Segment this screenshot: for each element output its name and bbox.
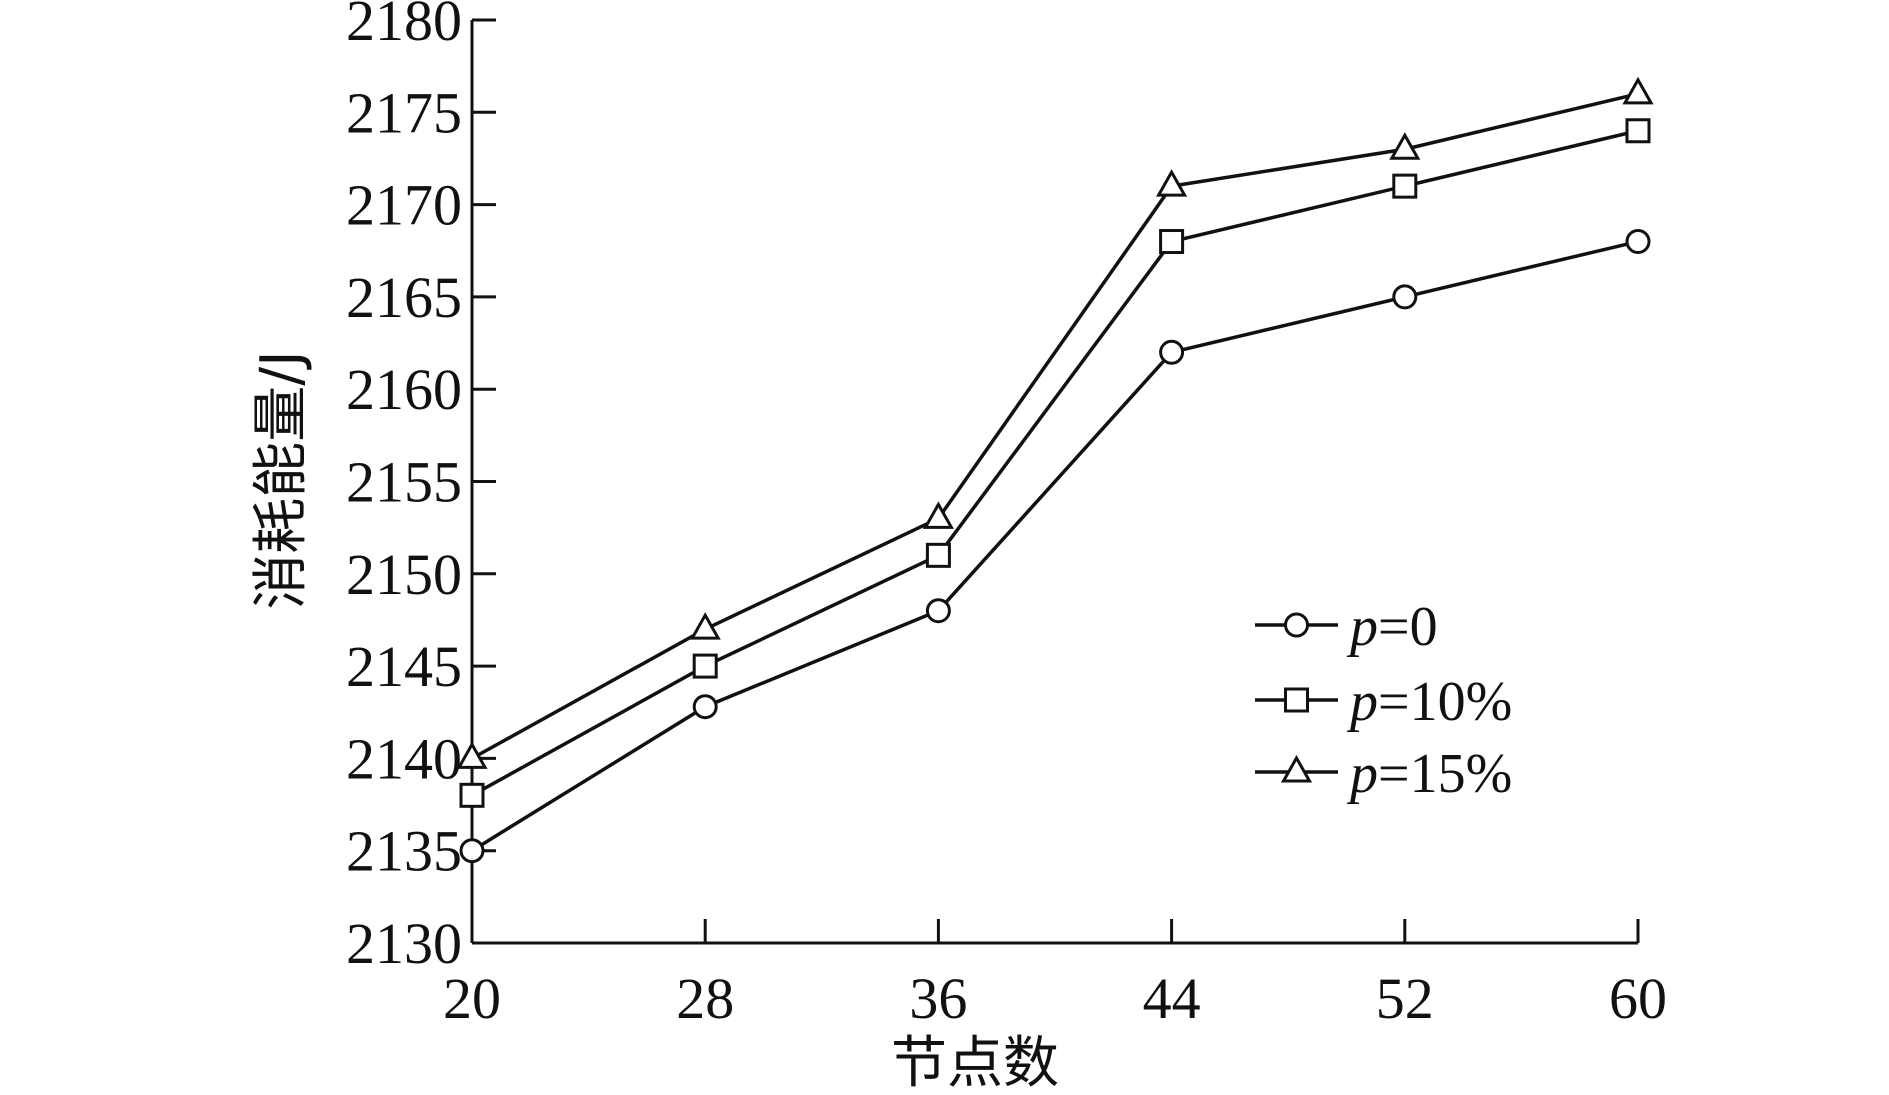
triangle-marker xyxy=(689,612,721,640)
circle-marker xyxy=(1625,229,1651,255)
y-tick-label: 2165 xyxy=(346,265,462,330)
series-line xyxy=(471,129,1639,797)
y-tick-label: 2135 xyxy=(346,819,462,884)
y-tick-label: 2160 xyxy=(346,357,462,422)
y-tick-label: 2175 xyxy=(346,80,462,145)
square-marker xyxy=(1159,229,1185,255)
legend-item: p=10% xyxy=(1255,671,1512,733)
circle-marker xyxy=(692,694,718,720)
legend-label-value: =0 xyxy=(1378,596,1438,658)
y-tick-label: 2180 xyxy=(346,0,462,53)
circle-marker xyxy=(1159,339,1185,365)
series-triangle xyxy=(456,76,1654,769)
x-tick-label: 44 xyxy=(1143,966,1201,1031)
y-tick-label: 2145 xyxy=(346,634,462,699)
y-tick-label: 2130 xyxy=(346,911,462,976)
triangle-marker xyxy=(1156,169,1188,197)
x-tick-label: 28 xyxy=(676,966,734,1031)
x-tick-label: 36 xyxy=(909,966,967,1031)
series-group xyxy=(456,76,1654,864)
square-marker xyxy=(692,653,718,679)
y-tick-label: 2140 xyxy=(346,726,462,791)
y-tick-label: 2155 xyxy=(346,450,462,515)
series-circle xyxy=(459,229,1651,864)
x-tick-label: 52 xyxy=(1376,966,1434,1031)
series-line xyxy=(471,239,1639,853)
square-marker xyxy=(459,782,485,808)
legend-label: p=15% xyxy=(1346,743,1512,805)
y-axis-title: 消耗能量/J xyxy=(249,350,314,609)
legend: p=0p=10%p=15% xyxy=(1255,596,1512,805)
legend-item: p=0 xyxy=(1255,596,1438,658)
triangle-marker xyxy=(1280,754,1313,783)
triangle-marker xyxy=(922,501,954,529)
x-axis-title: 节点数 xyxy=(891,1031,1059,1095)
triangle-marker xyxy=(456,741,488,769)
y-ticks: 2130 2135 2140 2145 2150 2155 2160 2165 2170 2175… xyxy=(346,0,496,976)
legend-item: p=15% xyxy=(1255,743,1512,805)
x-tick-label: 60 xyxy=(1609,966,1667,1031)
circle-marker xyxy=(1284,612,1309,638)
triangle-marker xyxy=(1389,132,1421,160)
x-tick-label: 20 xyxy=(443,966,501,1031)
x-ticks: 20 28 36 44 52 60 xyxy=(443,919,1667,1031)
series-line xyxy=(471,92,1639,760)
circle-marker xyxy=(925,598,951,624)
legend-label: p=10% xyxy=(1346,671,1512,733)
circle-marker xyxy=(459,838,485,864)
triangle-marker xyxy=(1622,76,1654,105)
legend-label-var: p xyxy=(1346,596,1378,658)
square-marker xyxy=(1392,173,1418,199)
legend-label-value: =15% xyxy=(1378,743,1512,805)
square-marker xyxy=(1284,687,1309,713)
square-marker xyxy=(1625,118,1651,144)
circle-marker xyxy=(1392,284,1418,310)
square-marker xyxy=(925,542,951,568)
legend-label-var: p xyxy=(1346,671,1378,733)
legend-label-var: p xyxy=(1346,743,1378,805)
y-tick-label: 2170 xyxy=(346,173,462,238)
series-square xyxy=(459,118,1651,808)
legend-label: p=0 xyxy=(1346,596,1438,658)
legend-label-value: =10% xyxy=(1378,671,1512,733)
y-tick-label: 2150 xyxy=(346,542,462,607)
